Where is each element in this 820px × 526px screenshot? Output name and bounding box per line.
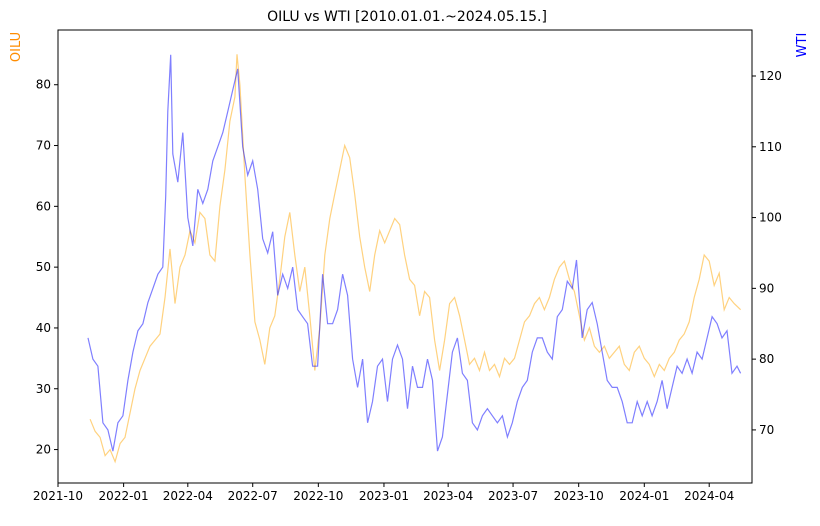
right-y-tick: 80 <box>752 352 774 366</box>
right-y-tick: 90 <box>752 281 774 295</box>
x-tick: 2022-10 <box>293 483 343 503</box>
x-tick: 2024-01 <box>619 483 669 503</box>
right-y-tick-label: 100 <box>759 211 782 225</box>
left-y-tick: 40 <box>36 321 58 335</box>
left-y-tick-label: 80 <box>36 78 51 92</box>
right-y-tick-label: 70 <box>759 423 774 437</box>
x-tick-label: 2022-07 <box>228 489 278 503</box>
left-y-tick-label: 50 <box>36 260 51 274</box>
x-tick-label: 2023-10 <box>554 489 604 503</box>
left-y-tick-label: 60 <box>36 199 51 213</box>
right-y-tick: 100 <box>752 211 782 225</box>
plot-area <box>87 54 742 464</box>
left-axis-label: OILU <box>9 32 24 62</box>
left-y-tick-label: 40 <box>36 321 51 335</box>
left-y-tick-label: 30 <box>36 382 51 396</box>
x-tick-label: 2024-01 <box>619 489 669 503</box>
left-y-axis: 20 30 40 50 60 70 80 <box>36 78 58 457</box>
right-y-tick-label: 110 <box>759 140 782 154</box>
right-y-tick-label: 80 <box>759 352 774 366</box>
left-y-tick: 80 <box>36 78 58 92</box>
x-tick-label: 2024-04 <box>684 489 734 503</box>
x-tick: 2022-04 <box>163 483 213 503</box>
x-tick-label: 2022-10 <box>293 489 343 503</box>
left-y-tick: 50 <box>36 260 58 274</box>
x-tick-label: 2022-04 <box>163 489 213 503</box>
x-tick: 2023-10 <box>554 483 604 503</box>
left-y-tick-label: 70 <box>36 139 51 153</box>
x-tick-label: 2021-10 <box>33 489 83 503</box>
left-y-tick: 60 <box>36 199 58 213</box>
x-tick-label: 2023-07 <box>488 489 538 503</box>
x-tick-label: 2022-01 <box>99 489 149 503</box>
chart-title: OILU vs WTI [2010.01.01.~2024.05.15.] <box>267 9 547 25</box>
x-tick: 2022-07 <box>228 483 278 503</box>
x-tick-label: 2023-01 <box>359 489 409 503</box>
x-tick-label: 2023-04 <box>423 489 473 503</box>
x-tick: 2021-10 <box>33 483 83 503</box>
right-y-axis: 70 80 90 100 110 120 <box>752 69 782 437</box>
right-axis-label: WTI <box>795 33 810 58</box>
x-tick: 2023-04 <box>423 483 473 503</box>
left-y-tick-label: 20 <box>36 443 51 457</box>
x-axis: 2021-10 2022-01 2022-04 2022-07 2022-10 2023-… <box>33 483 734 503</box>
right-y-tick: 120 <box>752 69 782 83</box>
plot-frame <box>57 29 753 484</box>
right-y-tick: 110 <box>752 140 782 154</box>
x-tick: 2022-01 <box>99 483 149 503</box>
x-tick: 2023-01 <box>359 483 409 503</box>
right-y-tick: 70 <box>752 423 774 437</box>
series-line-wti <box>87 54 742 452</box>
x-tick: 2024-04 <box>684 483 734 503</box>
left-y-tick: 70 <box>36 139 58 153</box>
left-y-tick: 30 <box>36 382 58 396</box>
right-y-tick-label: 120 <box>759 69 782 83</box>
right-y-tick-label: 90 <box>759 281 774 295</box>
x-tick: 2023-07 <box>488 483 538 503</box>
left-y-tick: 20 <box>36 443 58 457</box>
series-line-oilu <box>89 54 742 464</box>
